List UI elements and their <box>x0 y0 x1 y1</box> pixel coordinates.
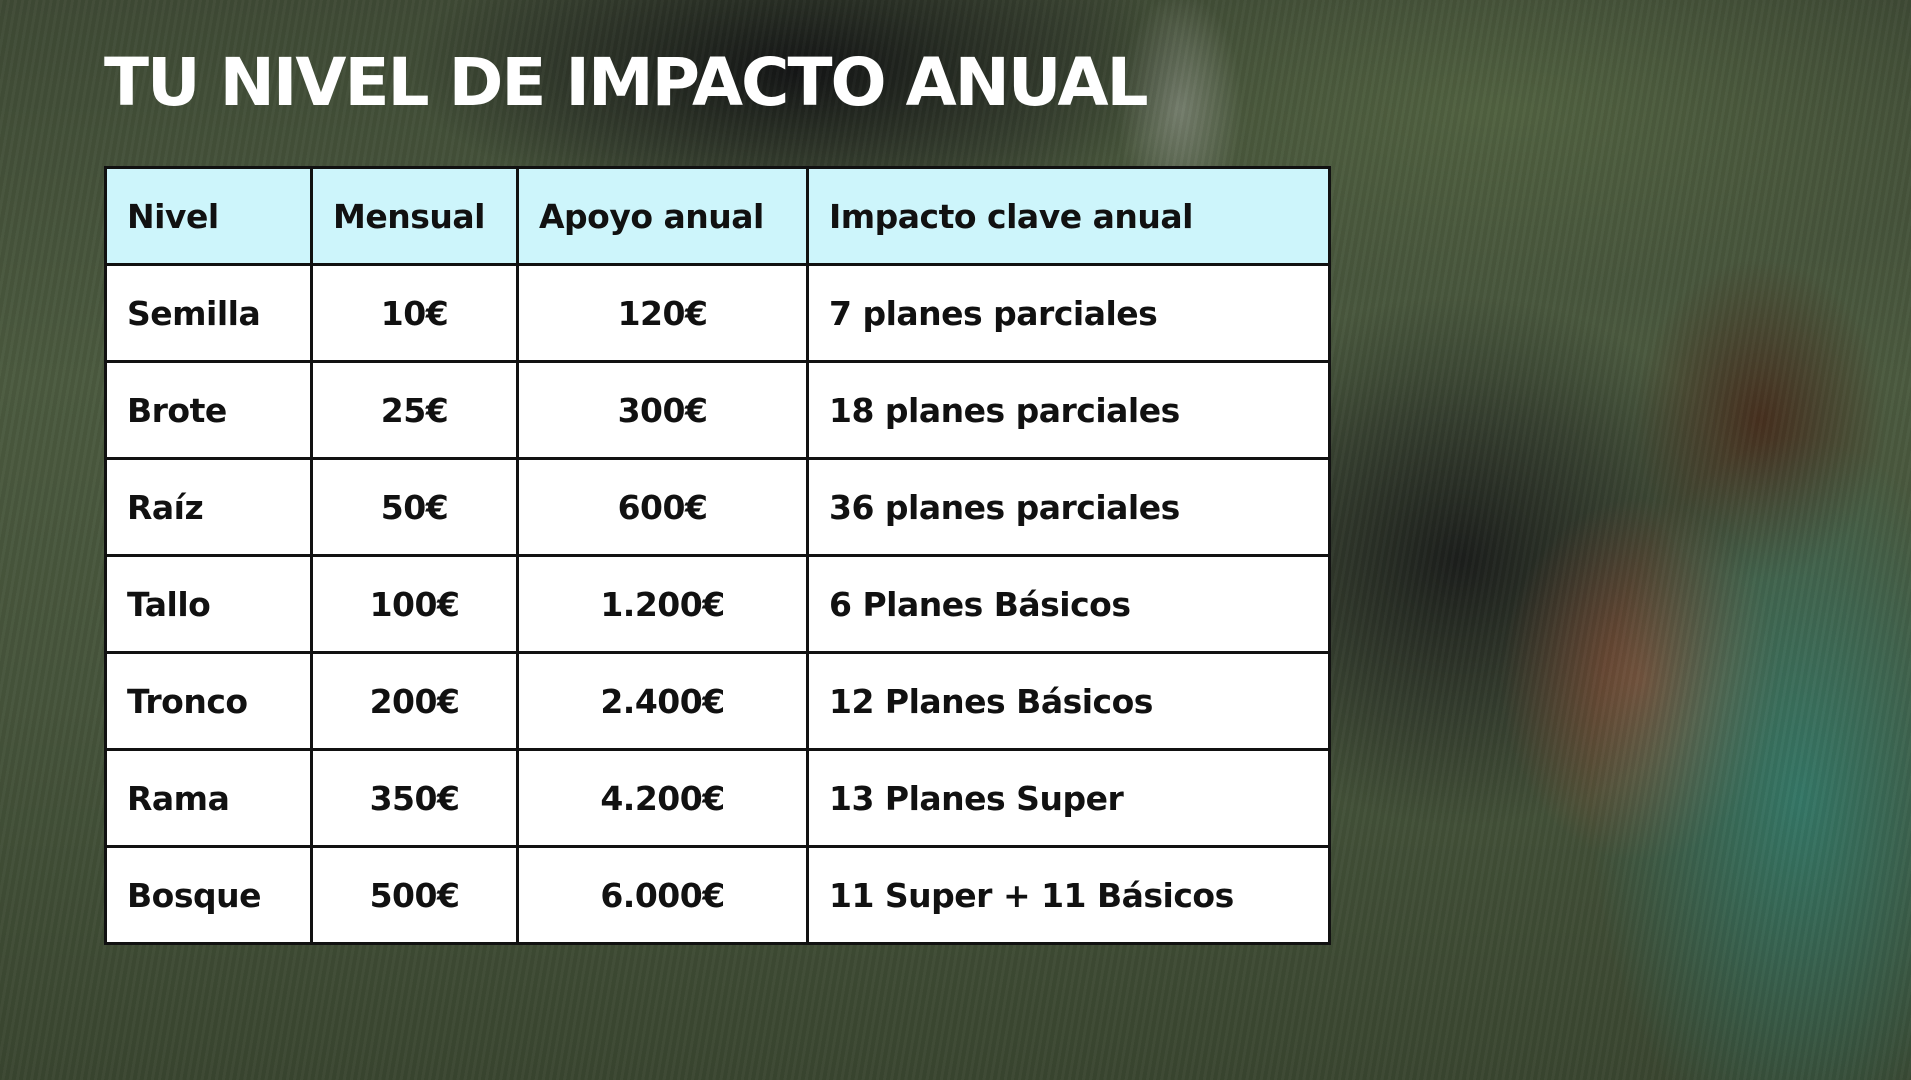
cell-nivel: Bosque <box>104 845 313 945</box>
cell-impacto: 7 planes parciales <box>806 263 1331 363</box>
table-header-row: Nivel Mensual Apoyo anual Impacto clave … <box>104 166 1331 266</box>
table-row: Semilla 10€ 120€ 7 planes parciales <box>104 263 1331 363</box>
cell-anual: 4.200€ <box>516 748 809 848</box>
table-row: Tallo 100€ 1.200€ 6 Planes Básicos <box>104 554 1331 654</box>
cell-anual: 6.000€ <box>516 845 809 945</box>
cell-mensual: 100€ <box>310 554 519 654</box>
cell-impacto: 13 Planes Super <box>806 748 1331 848</box>
table-row: Rama 350€ 4.200€ 13 Planes Super <box>104 748 1331 848</box>
cell-nivel: Rama <box>104 748 313 848</box>
table-row: Brote 25€ 300€ 18 planes parciales <box>104 360 1331 460</box>
header-mensual: Mensual <box>310 166 519 266</box>
table-row: Tronco 200€ 2.400€ 12 Planes Básicos <box>104 651 1331 751</box>
cell-mensual: 10€ <box>310 263 519 363</box>
table-row: Raíz 50€ 600€ 36 planes parciales <box>104 457 1331 557</box>
cell-nivel: Brote <box>104 360 313 460</box>
impact-levels-table: Nivel Mensual Apoyo anual Impacto clave … <box>104 166 1331 945</box>
cell-impacto: 6 Planes Básicos <box>806 554 1331 654</box>
cell-mensual: 500€ <box>310 845 519 945</box>
header-apoyo-anual: Apoyo anual <box>516 166 809 266</box>
cell-nivel: Semilla <box>104 263 313 363</box>
cell-impacto: 18 planes parciales <box>806 360 1331 460</box>
cell-anual: 600€ <box>516 457 809 557</box>
header-impacto-clave: Impacto clave anual <box>806 166 1331 266</box>
cell-anual: 2.400€ <box>516 651 809 751</box>
cell-anual: 120€ <box>516 263 809 363</box>
cell-nivel: Tronco <box>104 651 313 751</box>
cell-mensual: 200€ <box>310 651 519 751</box>
cell-mensual: 50€ <box>310 457 519 557</box>
cell-impacto: 36 planes parciales <box>806 457 1331 557</box>
cell-anual: 1.200€ <box>516 554 809 654</box>
cell-mensual: 350€ <box>310 748 519 848</box>
table-row: Bosque 500€ 6.000€ 11 Super + 11 Básicos <box>104 845 1331 945</box>
cell-nivel: Raíz <box>104 457 313 557</box>
cell-mensual: 25€ <box>310 360 519 460</box>
cell-impacto: 11 Super + 11 Básicos <box>806 845 1331 945</box>
page-title: TU NIVEL DE IMPACTO ANUAL <box>104 44 1149 121</box>
cell-anual: 300€ <box>516 360 809 460</box>
cell-nivel: Tallo <box>104 554 313 654</box>
cell-impacto: 12 Planes Básicos <box>806 651 1331 751</box>
header-nivel: Nivel <box>104 166 313 266</box>
